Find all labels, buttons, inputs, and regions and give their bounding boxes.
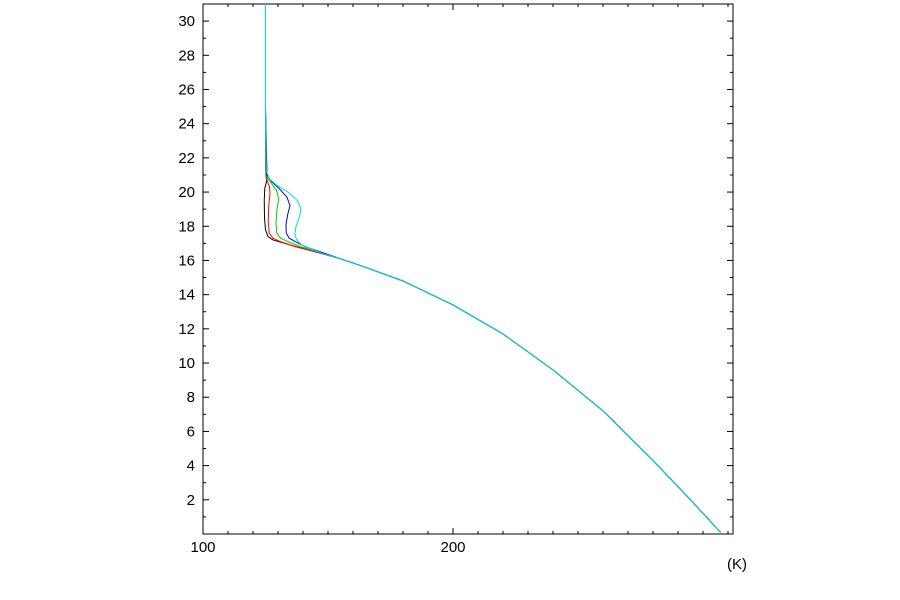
y-tick-label: 28 bbox=[178, 47, 195, 64]
x-tick-label: 100 bbox=[190, 539, 215, 556]
series-line-3 bbox=[265, 4, 721, 533]
y-tick-label: 6 bbox=[187, 423, 195, 440]
series-line-1 bbox=[263, 4, 721, 533]
y-tick-label: 24 bbox=[178, 116, 195, 133]
y-tick-label: 18 bbox=[178, 218, 195, 235]
y-tick-label: 26 bbox=[178, 81, 195, 98]
y-tick-label: 20 bbox=[178, 184, 195, 201]
y-tick-label: 2 bbox=[187, 492, 195, 509]
y-tick-label: 10 bbox=[178, 355, 195, 372]
y-tick-label: 30 bbox=[178, 13, 195, 30]
x-tick-label: 200 bbox=[440, 539, 465, 556]
y-tick-label: 16 bbox=[178, 252, 195, 269]
y-tick-label: 4 bbox=[187, 458, 195, 475]
y-tick-label: 22 bbox=[178, 150, 195, 167]
x-axis: 100 200 bbox=[190, 4, 729, 556]
plot-frame bbox=[202, 3, 734, 535]
x-axis-unit-label: (K) bbox=[727, 556, 747, 573]
y-tick-label: 14 bbox=[178, 287, 195, 304]
series-layer bbox=[263, 4, 721, 533]
y-tick-label: 8 bbox=[187, 389, 195, 406]
series-line-2 bbox=[265, 4, 721, 533]
y-tick-label: 12 bbox=[178, 321, 195, 338]
series-line-4 bbox=[265, 4, 721, 533]
series-line-5 bbox=[265, 4, 721, 533]
